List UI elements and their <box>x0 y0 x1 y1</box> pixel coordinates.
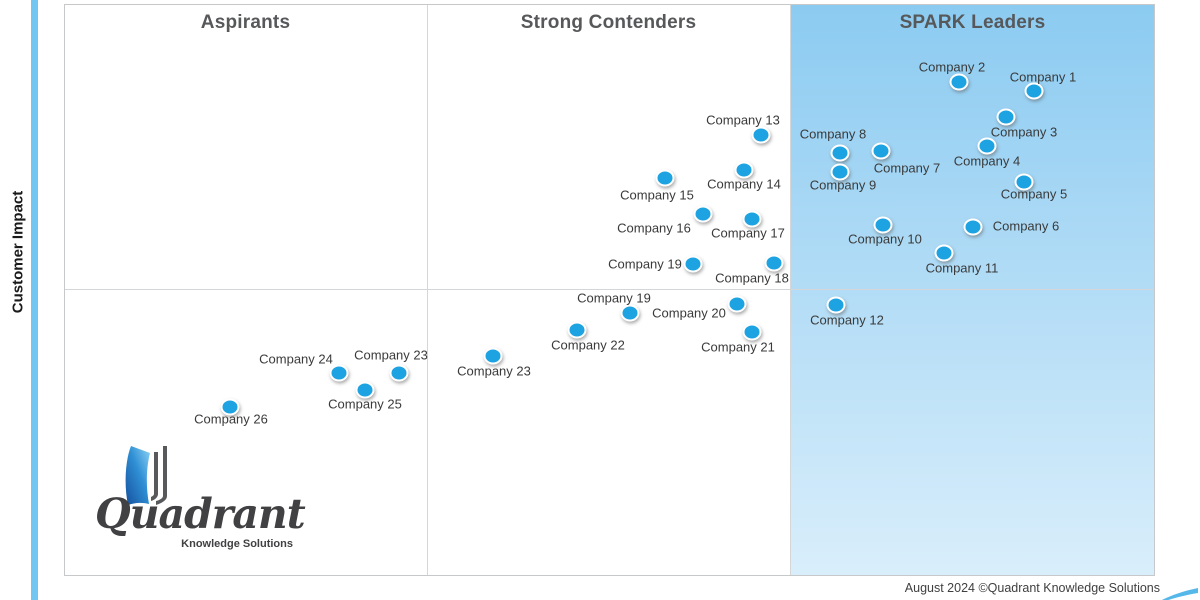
company-dot <box>734 161 754 179</box>
copyright-note: August 2024 ©Quadrant Knowledge Solution… <box>904 581 1160 595</box>
company-label: Company 13 <box>706 112 780 128</box>
quadrant-divider-vertical-2 <box>790 5 791 575</box>
left-accent-bar <box>31 0 38 600</box>
company-dot <box>355 381 375 399</box>
company-label: Company 9 <box>809 177 877 193</box>
company-dot <box>329 364 349 382</box>
company-dot <box>742 323 762 341</box>
company-dot <box>963 218 983 236</box>
company-label: Company 23 <box>457 363 531 379</box>
company-label: Company 24 <box>259 351 333 367</box>
company-dot <box>826 296 846 314</box>
company-label: Company 14 <box>707 176 781 192</box>
company-dot <box>683 255 703 273</box>
quadrant-logo: Quadrant Knowledge Solutions <box>95 444 306 550</box>
company-label: Company 12 <box>810 312 884 328</box>
company-dot <box>220 398 240 416</box>
company-label: Company 18 <box>715 270 789 286</box>
spark-leaders-region-background <box>790 5 1154 575</box>
company-dot <box>764 254 784 272</box>
company-label: Company 20 <box>652 305 726 321</box>
company-label: Company 26 <box>194 411 268 427</box>
company-label: Company 5 <box>1000 186 1068 202</box>
company-label: Company 8 <box>799 126 867 142</box>
company-label: Company 11 <box>925 260 999 276</box>
company-dot <box>934 244 954 262</box>
company-dot <box>567 321 587 339</box>
company-dot <box>742 210 762 228</box>
logo-wordmark: Quadrant <box>95 490 306 538</box>
company-dot <box>1024 82 1044 100</box>
company-label: Company 4 <box>953 153 1021 169</box>
book-icon <box>125 446 167 505</box>
logo-tagline: Knowledge Solutions <box>181 538 293 550</box>
company-label: Company 16 <box>617 220 691 236</box>
company-label: Company 21 <box>701 339 775 355</box>
company-dot <box>977 137 997 155</box>
company-dot <box>693 205 713 223</box>
company-label: Company 25 <box>328 396 402 412</box>
company-dot <box>1014 173 1034 191</box>
company-label: Company 23 <box>354 347 428 363</box>
region-header-spark-leaders: SPARK Leaders <box>899 12 1046 33</box>
quadrant-divider-vertical-1 <box>427 5 428 575</box>
company-dot <box>620 304 640 322</box>
company-dot <box>483 347 503 365</box>
company-dot <box>830 163 850 181</box>
company-dot <box>996 108 1016 126</box>
region-header-aspirants: Aspirants <box>200 12 291 33</box>
company-label: Company 6 <box>992 218 1060 234</box>
company-label: Company 7 <box>873 160 941 176</box>
company-label: Company 19 <box>608 256 682 272</box>
quadrant-divider-horizontal <box>65 289 1154 290</box>
company-dot <box>871 142 891 160</box>
swoosh-icon <box>1161 588 1198 600</box>
company-label: Company 19 <box>577 290 651 306</box>
company-label: Company 17 <box>711 225 785 241</box>
company-dot <box>751 126 771 144</box>
region-header-strong-contenders: Strong Contenders <box>520 12 697 33</box>
company-dot <box>389 364 409 382</box>
company-label: Company 2 <box>918 59 986 75</box>
company-label: Company 1 <box>1009 69 1077 85</box>
company-dot <box>727 295 747 313</box>
company-label: Company 15 <box>620 187 694 203</box>
company-label: Company 3 <box>990 124 1058 140</box>
company-dot <box>949 73 969 91</box>
company-label: Company 10 <box>848 231 922 247</box>
company-dot <box>655 169 675 187</box>
company-label: Company 22 <box>551 337 625 353</box>
company-dot <box>873 216 893 234</box>
company-dot <box>830 144 850 162</box>
